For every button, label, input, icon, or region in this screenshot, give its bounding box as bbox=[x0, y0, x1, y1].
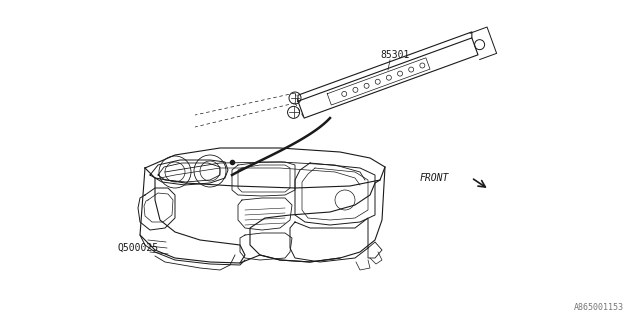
Text: Q500025: Q500025 bbox=[117, 243, 158, 253]
Text: 85301: 85301 bbox=[380, 50, 410, 60]
Text: A865001153: A865001153 bbox=[574, 303, 624, 312]
Text: FRONT: FRONT bbox=[419, 172, 449, 183]
